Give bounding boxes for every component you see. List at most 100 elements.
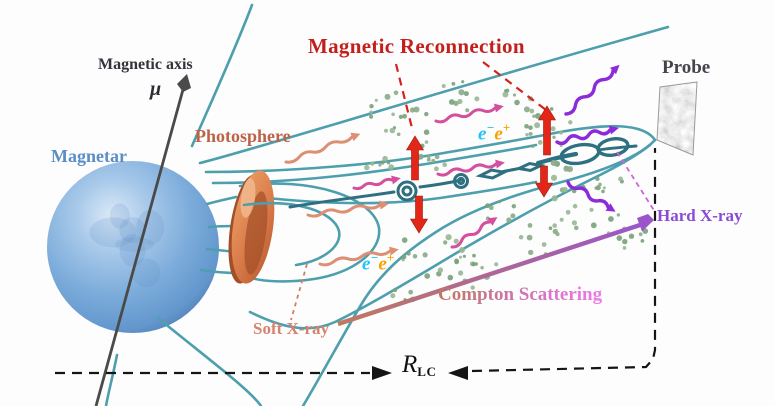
pair-particle bbox=[369, 104, 374, 109]
pair-particle bbox=[463, 91, 469, 97]
pair-particle bbox=[388, 164, 395, 171]
pair-particle bbox=[461, 80, 465, 84]
pair-particle bbox=[378, 163, 382, 167]
pair-particle bbox=[424, 111, 429, 117]
pair-particle bbox=[392, 287, 398, 293]
pair-particle bbox=[406, 251, 411, 256]
pair-plasma-label-bottom: e−e+ bbox=[362, 250, 394, 275]
pair-particle bbox=[638, 232, 643, 237]
pair-particle bbox=[384, 128, 388, 133]
pair-particle bbox=[401, 254, 407, 260]
pair-particle bbox=[434, 166, 439, 172]
plasmoid-ellipse bbox=[596, 137, 630, 157]
rlc-symbol: R bbox=[402, 351, 418, 378]
soft-xray-label: Soft X-ray bbox=[253, 319, 330, 338]
pair-particle bbox=[559, 217, 564, 222]
pair-particle bbox=[408, 289, 414, 295]
pair-particle bbox=[640, 239, 645, 243]
scattered-photon-arrow bbox=[450, 217, 498, 249]
pair-particle bbox=[549, 107, 554, 111]
electron-charge: − bbox=[486, 120, 495, 135]
pair-particle bbox=[528, 125, 533, 130]
electron-charge: − bbox=[370, 250, 379, 265]
pair-particle bbox=[548, 226, 553, 230]
hard-xray-photon-arrow bbox=[566, 180, 616, 212]
pair-particle bbox=[525, 133, 529, 137]
pair-particle bbox=[532, 114, 536, 118]
photon-arrowhead bbox=[610, 64, 620, 75]
pair-particle bbox=[514, 99, 520, 106]
pair-particle bbox=[424, 273, 431, 279]
pair-particle bbox=[453, 100, 459, 106]
pair-particle bbox=[398, 114, 403, 119]
photon-arrowhead bbox=[350, 132, 361, 142]
pair-particle bbox=[572, 203, 578, 209]
pair-particle bbox=[422, 252, 428, 258]
pair-particle bbox=[424, 140, 429, 144]
probe-panel bbox=[656, 81, 698, 156]
soft-xray-photon-arrow bbox=[306, 200, 389, 218]
surface-blotch bbox=[114, 237, 154, 252]
magnetic-reconnection-title: Magnetic Reconnection bbox=[308, 34, 525, 58]
photon-arrowhead bbox=[389, 246, 399, 256]
pair-particle bbox=[417, 153, 424, 160]
pair-particle bbox=[382, 155, 388, 162]
pair-particle bbox=[409, 107, 416, 113]
pair-particle bbox=[413, 106, 420, 113]
photon-arrowhead bbox=[495, 159, 505, 169]
pair-particle bbox=[531, 144, 535, 148]
magnetic-axis-arrowhead bbox=[177, 74, 191, 92]
pair-particle bbox=[459, 247, 465, 253]
pair-particle bbox=[457, 98, 463, 105]
pair-particle bbox=[527, 223, 533, 228]
pair-particle bbox=[595, 185, 601, 191]
pair-particle bbox=[402, 113, 407, 119]
plasmoid-spiral bbox=[453, 173, 469, 189]
pair-particle bbox=[437, 267, 444, 273]
pair-particle bbox=[559, 130, 563, 135]
magnetic-field-lines bbox=[104, 3, 670, 406]
hard-xray-label: Hard X-ray bbox=[657, 206, 743, 225]
pair-particle bbox=[512, 93, 517, 97]
scattered-photon-arrow bbox=[352, 175, 401, 191]
photosphere-torus bbox=[228, 170, 275, 284]
reconnection-pointer-line bbox=[394, 63, 415, 133]
pair-particle bbox=[431, 158, 436, 163]
pointer-lines bbox=[290, 61, 656, 321]
pair-particle bbox=[550, 126, 556, 132]
plasmoid-spiral bbox=[401, 185, 413, 197]
pair-particle bbox=[384, 93, 391, 100]
pair-particle bbox=[369, 110, 373, 114]
pair-particle bbox=[445, 234, 452, 241]
pair-particle bbox=[568, 120, 573, 125]
pair-particle bbox=[552, 223, 557, 228]
rlc-arrowhead-right bbox=[372, 366, 392, 380]
pair-particle bbox=[574, 225, 579, 231]
pair-particle bbox=[534, 122, 541, 129]
pair-particle bbox=[447, 274, 454, 281]
hard-xray-photon-arrow bbox=[555, 125, 619, 146]
pair-particle bbox=[465, 108, 470, 113]
pair-particle bbox=[426, 154, 431, 159]
plasmoid-spiral bbox=[456, 176, 466, 186]
photosphere-label: Photosphere bbox=[195, 126, 291, 146]
pair-particle bbox=[393, 90, 399, 96]
pair-particle bbox=[396, 132, 401, 137]
pair-particle bbox=[550, 174, 558, 181]
pair-particle bbox=[390, 293, 396, 299]
rlc-arrowhead-left bbox=[448, 366, 468, 380]
reconnection-arrow bbox=[534, 165, 554, 198]
pair-particle bbox=[448, 99, 455, 105]
pair-particle bbox=[601, 189, 605, 194]
pair-particle bbox=[562, 186, 568, 193]
pair-particle bbox=[524, 124, 529, 129]
compton-scattering-label: Compton Scattering bbox=[438, 284, 603, 305]
current-sheet bbox=[288, 137, 638, 209]
magnetar-label: Magnetar bbox=[51, 146, 127, 166]
pair-particle bbox=[505, 88, 510, 93]
hard-xray-photon-arrow bbox=[564, 64, 620, 116]
soft-xray-photon-arrow bbox=[318, 246, 399, 267]
pair-particle bbox=[602, 186, 606, 190]
pair-particle bbox=[563, 165, 570, 172]
pair-particle bbox=[628, 233, 635, 239]
